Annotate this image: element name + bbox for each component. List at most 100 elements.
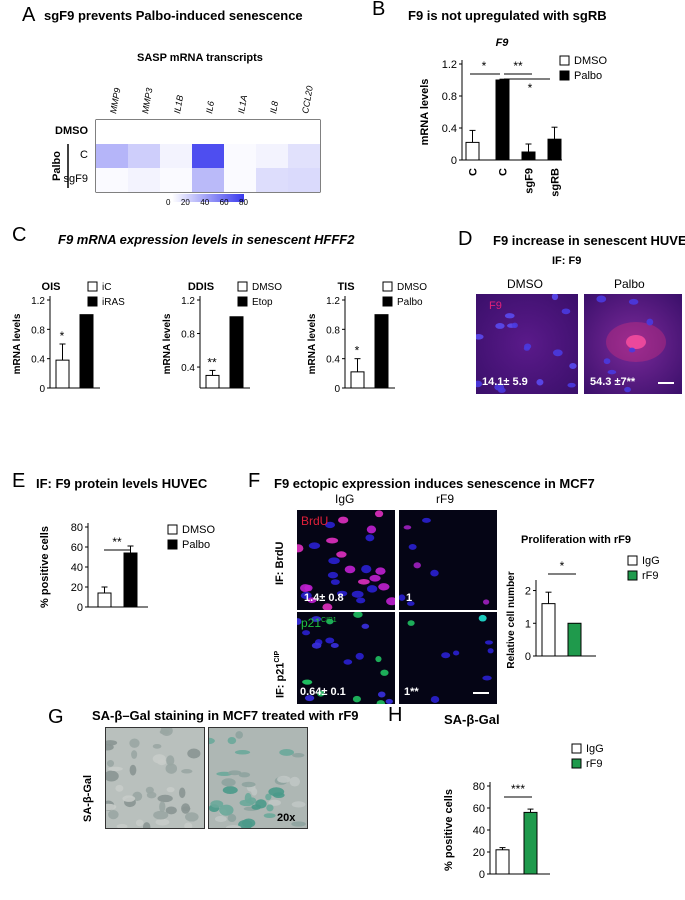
cell-nucleus [336,551,347,558]
heatmap-cell [96,144,128,168]
legend-label: Etop [252,297,273,308]
micrograph-p21-igg: p21CIP1 0.64± 0.1 [297,612,395,704]
chart-ois: OIS 0 0.4 0.8 1.2 mRNA levels * iC iRAS [12,281,125,395]
cell-nucleus [302,679,312,685]
panel-a-label: A [22,4,36,26]
y-axis-label: mRNA levels [419,79,431,146]
value-p21-rf9: 1** [404,686,419,698]
cell-nucleus [308,542,321,549]
row-label-c: C [80,149,88,161]
cell-nucleus [219,804,234,816]
legend-label: Palbo [182,539,210,551]
row-label-dmso: DMSO [55,125,88,137]
panel-e-chart: 0 20 40 60 80 % positive cells ** DMSO Palbo [39,522,215,614]
micrograph-brdu-igg: BrdU 1.4± 0.8 [297,510,395,610]
cell-nucleus [366,525,377,534]
panel-d-title: F9 increase in senescent HUVEC [493,233,685,248]
legend-swatch [382,281,393,292]
panel-g-title: SA-β–Gal staining in MCF7 treated with r… [92,708,359,723]
cell-nucleus [365,534,375,542]
bar [547,138,562,161]
row-label-p21: IF: p21CIP [274,650,287,698]
cell-nucleus [131,750,138,759]
cell-nucleus [152,743,162,749]
panel-c-charts: OIS 0 0.4 0.8 1.2 mRNA levels * iC iRAS DDIS 0.4 0.… [12,281,427,395]
cell-nucleus [159,801,166,813]
cell-nucleus [311,616,322,622]
cell-nucleus [603,358,611,365]
panel-f-chart: 0 1 2 Relative cell number * IgG rF9 [506,555,660,669]
cell-nucleus [106,803,117,811]
legend-label: iRAS [102,297,125,308]
cell-nucleus [536,379,544,386]
micrograph-p21-rf9: 1** [399,612,497,704]
cell-nucleus [297,544,304,553]
cell-nucleus [551,294,559,301]
cell-nucleus [646,318,654,326]
cell-nucleus [157,794,173,803]
heatmap-scale-bar [172,194,244,202]
cell-nucleus [116,824,128,828]
cell-nucleus [369,574,381,582]
heatmap-cell [224,168,256,192]
y-tick-label: 0 [77,602,83,614]
cell-nucleus [322,603,333,610]
y-tick-label: 2 [525,586,531,598]
panel-e-label: E [12,470,26,492]
cell-nucleus [247,797,257,805]
cell-nucleus [476,334,484,340]
sig-label: * [528,81,533,95]
heatmap-cell [224,144,256,168]
gene-label-il8: IL8 [268,100,280,114]
y-tick-label: 0 [525,651,531,663]
sig-label: ** [112,535,122,549]
cell-nucleus [326,537,339,544]
cell-nucleus [628,347,636,353]
panel-c-title: F9 mRNA expression levels in senescent H… [58,232,354,247]
legend-swatch [87,281,98,292]
cell-nucleus [495,322,505,329]
row-label-brdu: IF: BrdU [274,541,286,585]
y-tick-label: 0.4 [442,123,457,135]
y-tick-label: 80 [71,522,83,534]
cell-nucleus [356,597,366,604]
cell-nucleus [251,804,262,810]
y-axis-label: mRNA levels [162,313,173,374]
cell-nucleus [326,618,334,625]
y-tick-label: 1.2 [326,296,340,307]
y-tick-label: 0.8 [31,325,45,336]
cell-nucleus [352,695,361,703]
cell-nucleus [297,618,302,625]
cell-nucleus [279,748,295,756]
cell-nucleus [430,569,439,577]
cell-nucleus [221,778,236,787]
legend-label: IgG [586,743,604,755]
heatmap-cell [128,168,160,192]
panel-b-title: F9 is not upregulated with sgRB [408,8,607,23]
legend-label: rF9 [642,570,659,582]
bar [541,603,556,657]
panel-e-title: IF: F9 protein levels HUVEC [36,476,208,491]
cell-nucleus [378,583,390,591]
cell-nucleus [353,612,363,618]
y-axis-label: mRNA levels [307,313,318,374]
bar [495,849,510,875]
bar [523,811,538,875]
micrograph-sagal-rf9: 20x [208,727,308,829]
bar [79,314,94,389]
heatmap-cell [192,168,224,192]
cell-nucleus [374,510,384,518]
bar [495,79,510,161]
panel-d-col-dmso: DMSO [507,277,543,291]
stain-label-p21: p21CIP1 [301,616,337,630]
cell-nucleus [277,775,291,783]
cell-nucleus [327,571,339,579]
cell-nucleus [399,594,406,601]
value-brdu-rf9: 1 [406,592,413,604]
cell-nucleus [561,308,571,315]
cell-nucleus [304,694,315,702]
cell-nucleus [146,791,157,799]
cell-nucleus [366,585,378,593]
y-tick-label: 1.2 [181,296,195,307]
cell-nucleus [567,382,576,388]
